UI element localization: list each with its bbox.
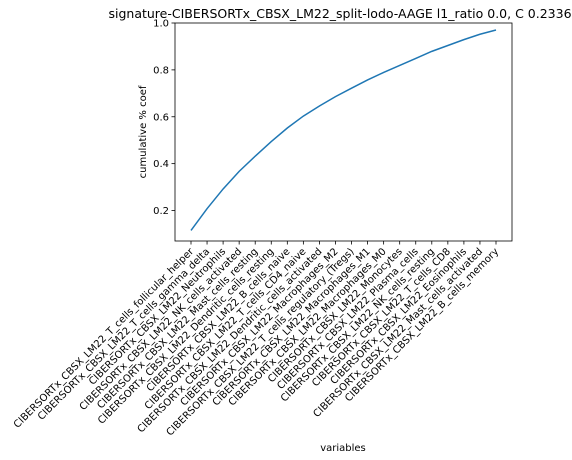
- series-line: [190, 29, 497, 231]
- plot-area-frame: [174, 22, 513, 242]
- y-axis: 0.2 0.4 0.6 0.8 1.0: [153, 19, 175, 217]
- y-tick-label: 0.6: [153, 112, 169, 123]
- y-tick-label: 1.0: [153, 19, 169, 30]
- y-tick-label: 0.8: [153, 65, 169, 76]
- cumulative-coef-line: [190, 29, 497, 231]
- y-tick-label: 0.4: [153, 159, 169, 170]
- x-axis-label: variables: [320, 443, 366, 454]
- y-axis-label: cumulative % coef: [138, 85, 149, 178]
- x-axis: CIBERSORTx_CBSX_LM22_T_cells_follicular_…: [12, 241, 501, 438]
- chart-title: signature-CIBERSORTx_CBSX_LM22_split-lod…: [108, 6, 571, 21]
- y-tick-label: 0.2: [153, 206, 169, 217]
